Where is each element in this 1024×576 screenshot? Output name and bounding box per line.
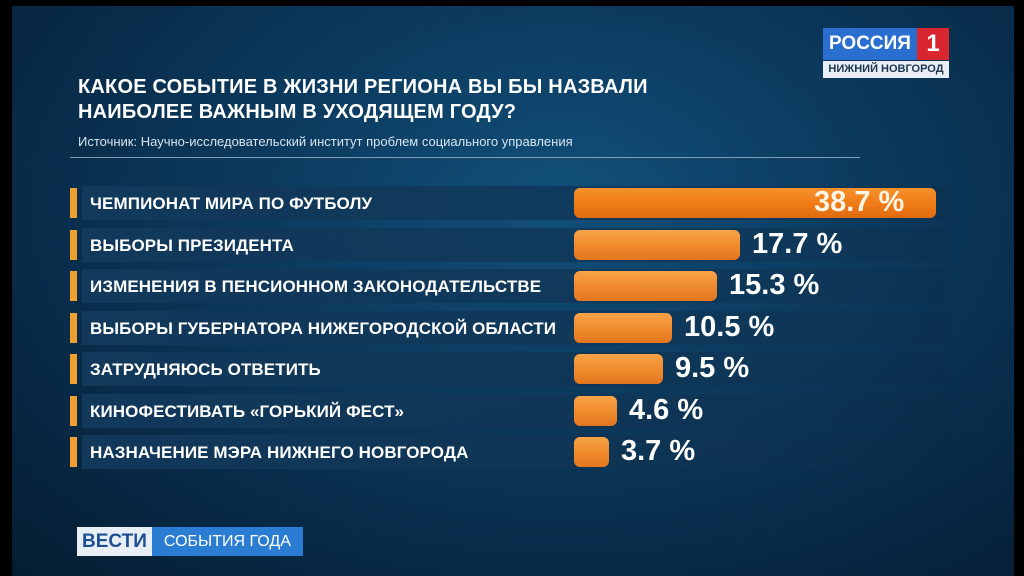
category-label: ИЗМЕНЕНИЯ В ПЕНСИОННОМ ЗАКОНОДАТЕЛЬСТВЕ xyxy=(90,277,542,296)
row-marker xyxy=(70,230,77,260)
row-band xyxy=(82,435,950,469)
bar-row: ЧЕМПИОНАТ МИРА ПО ФУТБОЛУ 38.7 % xyxy=(70,186,950,220)
letterbox-left xyxy=(0,0,12,576)
bar-row: ИЗМЕНЕНИЯ В ПЕНСИОННОМ ЗАКОНОДАТЕЛЬСТВЕ 1… xyxy=(70,269,950,303)
chart-title-line1: КАКОЕ СОБЫТИЕ В ЖИЗНИ РЕГИОНА ВЫ БЫ НАЗВ… xyxy=(78,76,648,98)
category-label: ВЫБОРЫ ПРЕЗИДЕНТА xyxy=(90,236,294,255)
row-marker xyxy=(70,313,77,343)
row-marker xyxy=(70,354,77,384)
category-label: НАЗНАЧЕНИЕ МЭРА НИЖНЕГО НОВГОРОДА xyxy=(90,443,469,462)
bar-row: ВЫБОРЫ ГУБЕРНАТОРА НИЖЕГОРОДСКОЙ ОБЛАСТИ… xyxy=(70,311,950,345)
category-label: ВЫБОРЫ ГУБЕРНАТОРА НИЖЕГОРОДСКОЙ ОБЛАСТИ xyxy=(90,319,557,338)
bar xyxy=(574,437,609,467)
row-band xyxy=(82,394,950,428)
bar-row: ВЫБОРЫ ПРЕЗИДЕНТА 17.7 % xyxy=(70,228,950,262)
row-marker xyxy=(70,188,77,218)
category-label: ЧЕМПИОНАТ МИРА ПО ФУТБОЛУ xyxy=(90,194,373,213)
bar-row: КИНОФЕСТИВАТЬ «ГОРЬКИЙ ФЕСТ» 4.6 % xyxy=(70,394,950,428)
row-band xyxy=(82,311,950,345)
row-band xyxy=(82,352,950,386)
value-label: 9.5 % xyxy=(675,352,750,384)
category-label: ЗАТРУДНЯЮСЬ ОТВЕТИТЬ xyxy=(90,360,321,379)
chart-title-line2: НАИБОЛЕЕ ВАЖНЫМ В УХОДЯЩЕМ ГОДУ? xyxy=(78,101,517,123)
source-caption: Источник: Научно-исследовательский инсти… xyxy=(78,134,573,149)
chart-title: КАКОЕ СОБЫТИЕ В ЖИЗНИ РЕГИОНА ВЫ БЫ НАЗВ… xyxy=(78,75,698,125)
row-band xyxy=(82,228,950,262)
bar xyxy=(574,313,672,343)
row-band xyxy=(82,269,950,303)
channel-logo-number: 1 xyxy=(917,28,949,60)
bar xyxy=(574,271,717,301)
channel-logo-name: РОССИЯ xyxy=(829,33,911,54)
channel-logo: РОССИЯ 1 НИЖНИЙ НОВГОРОД xyxy=(823,28,949,80)
value-label: 15.3 % xyxy=(729,269,820,301)
bar xyxy=(574,396,617,426)
program-brand: ВЕСТИ xyxy=(77,527,152,556)
title-divider xyxy=(70,157,860,158)
letterbox-right xyxy=(1014,0,1024,576)
program-section: СОБЫТИЯ ГОДА xyxy=(151,527,303,556)
value-label: 10.5 % xyxy=(684,311,775,343)
letterbox-top xyxy=(0,0,1024,6)
channel-logo-city: НИЖНИЙ НОВГОРОД xyxy=(823,61,949,78)
bar-row: НАЗНАЧЕНИЕ МЭРА НИЖНЕГО НОВГОРОДА 3.7 % xyxy=(70,435,950,469)
bar xyxy=(574,188,936,218)
bar xyxy=(574,354,663,384)
program-bar: ВЕСТИ СОБЫТИЯ ГОДА xyxy=(77,527,303,556)
row-marker xyxy=(70,437,77,467)
value-label: 17.7 % xyxy=(752,228,843,260)
row-marker xyxy=(70,396,77,426)
row-marker xyxy=(70,271,77,301)
value-label: 4.6 % xyxy=(629,394,704,426)
category-label: КИНОФЕСТИВАТЬ «ГОРЬКИЙ ФЕСТ» xyxy=(90,402,405,421)
value-label: 38.7 % xyxy=(814,186,905,218)
bar xyxy=(574,230,740,260)
bar-row: ЗАТРУДНЯЮСЬ ОТВЕТИТЬ 9.5 % xyxy=(70,352,950,386)
value-label: 3.7 % xyxy=(621,435,696,467)
